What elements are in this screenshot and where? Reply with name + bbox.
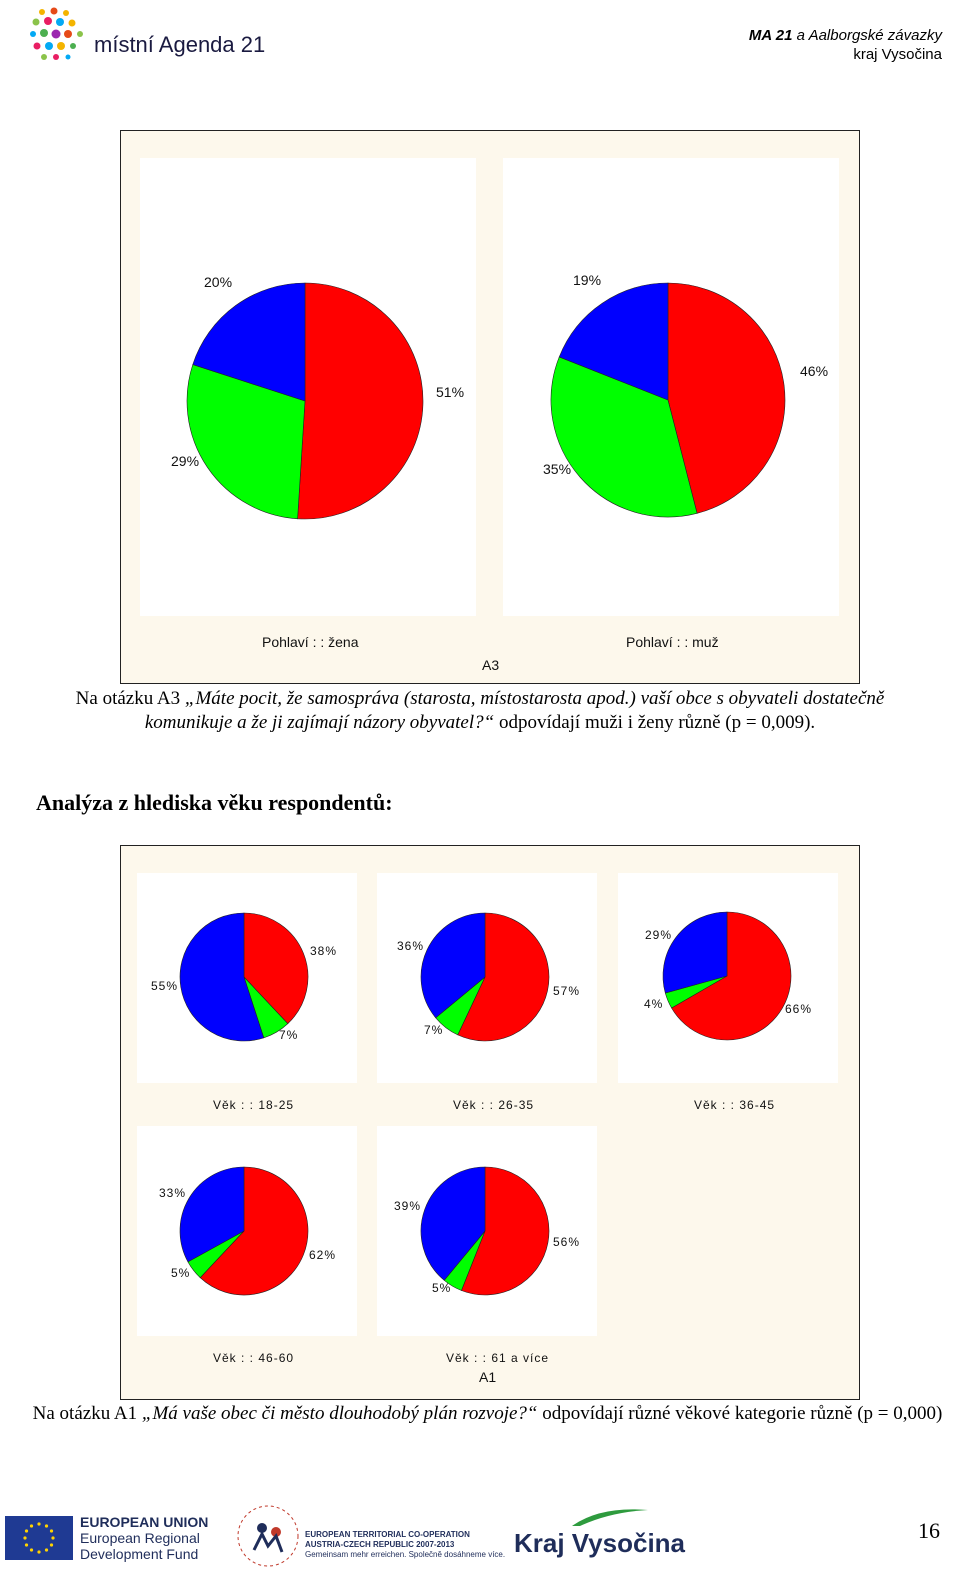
ma21-logo-text: místní Agenda 21 bbox=[94, 32, 266, 57]
para-a3-question: „Máte pocit, že samospráva (starosta, mí… bbox=[144, 688, 885, 733]
pie-bottom-2-slice-0 bbox=[671, 911, 792, 1041]
pie-top-0-slice-0 bbox=[297, 282, 424, 520]
chart-a3-label: A3 bbox=[482, 657, 500, 673]
eu-flag-icon bbox=[5, 1516, 73, 1560]
pie-top-0-slice-2 bbox=[192, 282, 306, 402]
para-a3-prefix: Na otázku A3 bbox=[75, 688, 185, 709]
value-label: 57% bbox=[553, 984, 581, 998]
panel-label-18-25: Věk : : 18-25 bbox=[213, 1098, 295, 1112]
panel-label-61-plus: Věk : : 61 a více bbox=[446, 1351, 550, 1365]
section-heading: Analýza z hlediska věku respondentů: bbox=[36, 790, 393, 815]
value-label: 4% bbox=[644, 997, 664, 1011]
eu-line3: Development Fund bbox=[80, 1546, 199, 1562]
value-label: 33% bbox=[159, 1186, 187, 1200]
etc-line1: EUROPEAN TERRITORIAL CO-OPERATION bbox=[305, 1530, 470, 1539]
panel-label-26-35: Věk : : 26-35 bbox=[453, 1098, 535, 1112]
value-label: 55% bbox=[151, 979, 179, 993]
value-label: 7% bbox=[424, 1023, 444, 1037]
cooperation-logo-icon bbox=[237, 1505, 299, 1567]
pie-bottom-1-slice-0 bbox=[457, 912, 550, 1042]
value-label: 66% bbox=[785, 1002, 813, 1016]
pie-bottom-0-slice-0 bbox=[243, 912, 309, 1025]
page-header: místní Agenda 21 MA 21 a Aalborgské záva… bbox=[0, 0, 960, 70]
pie-bottom-1-slice-2 bbox=[420, 912, 486, 1019]
para-a3-suffix: odpovídají muži i ženy různě (p = 0,009)… bbox=[494, 712, 816, 733]
pie-bottom-3-slice-2 bbox=[179, 1166, 245, 1263]
etc-line3: Gemeinsam mehr erreichen. Společně dosáh… bbox=[305, 1550, 506, 1559]
value-label: 5% bbox=[432, 1281, 452, 1295]
value-label: 19% bbox=[573, 272, 602, 288]
kraj-vysocina-logo-text: Kraj Vysočina bbox=[514, 1528, 686, 1558]
panel-label-muz: Pohlaví : : muž bbox=[626, 634, 719, 650]
chart-a1-frame: 38% 7% 55% 57% 7% 36% 66% 4% 29% 62% 5% … bbox=[120, 845, 860, 1400]
eu-text: EUROPEAN UNION European Regional Develop… bbox=[80, 1514, 208, 1562]
eu-line1: EUROPEAN UNION bbox=[80, 1514, 209, 1530]
value-label: 35% bbox=[543, 461, 572, 477]
page-number: 16 bbox=[918, 1518, 940, 1543]
chart-a1-label: A1 bbox=[479, 1369, 497, 1385]
header-ma21: MA 21 bbox=[748, 27, 793, 44]
chart-a3-svg bbox=[186, 282, 786, 520]
para-a1-suffix: odpovídají různé věkové kategorie různě … bbox=[537, 1403, 943, 1424]
value-label: 38% bbox=[310, 944, 338, 958]
header-region: kraj Vysočina bbox=[853, 46, 942, 63]
chart-a1-svg bbox=[179, 911, 792, 1296]
panel-label-zena: Pohlaví : : žena bbox=[262, 634, 359, 650]
panel-label-46-60: Věk : : 46-60 bbox=[213, 1351, 295, 1365]
value-label: 7% bbox=[279, 1028, 299, 1042]
value-label: 56% bbox=[553, 1235, 581, 1249]
value-label: 39% bbox=[394, 1199, 422, 1213]
pie-bottom-4-slice-0 bbox=[461, 1166, 550, 1296]
pie-bottom-0-slice-2 bbox=[179, 912, 265, 1042]
pie-bottom-3-slice-0 bbox=[199, 1166, 309, 1296]
paragraph-a3: Na otázku A3 „Máte pocit, že samospráva … bbox=[40, 687, 920, 735]
etc-text: EUROPEAN TERRITORIAL CO-OPERATION AUSTRI… bbox=[305, 1530, 505, 1560]
para-a1-prefix: Na otázku A1 bbox=[32, 1403, 142, 1424]
para-a1-question: „Má vaše obec či město dlouhodobý plán r… bbox=[141, 1403, 538, 1424]
ma21-logo-icon bbox=[30, 7, 83, 60]
value-label: 29% bbox=[171, 453, 200, 469]
value-label: 5% bbox=[171, 1266, 191, 1280]
pie-top-1-slice-2 bbox=[558, 282, 669, 401]
pie-top-1-slice-0 bbox=[667, 282, 786, 514]
header-aalborg: a Aalborgské závazky bbox=[792, 27, 942, 44]
value-label: 46% bbox=[800, 363, 829, 379]
etc-line2: AUSTRIA-CZECH REPUBLIC 2007-2013 bbox=[305, 1540, 455, 1549]
header-right: MA 21 a Aalborgské závazky kraj Vysočina bbox=[749, 26, 942, 64]
paragraph-a1: Na otázku A1 „Má vaše obec či město dlou… bbox=[30, 1402, 945, 1426]
pie-top-0-slice-1 bbox=[186, 364, 306, 520]
pie-bottom-2-slice-2 bbox=[662, 911, 728, 994]
value-label: 29% bbox=[645, 928, 673, 942]
panel-label-36-45: Věk : : 36-45 bbox=[694, 1098, 776, 1112]
value-label: 51% bbox=[436, 384, 465, 400]
value-label: 36% bbox=[397, 939, 425, 953]
pie-bottom-4-slice-2 bbox=[420, 1166, 486, 1281]
value-label: 62% bbox=[309, 1248, 337, 1262]
kraj-vysocina-logo-icon bbox=[572, 1509, 648, 1526]
page-footer: EUROPEAN UNION European Regional Develop… bbox=[0, 1500, 960, 1592]
chart-a3-frame: 51% 29% 20% 46% 35% 19% Pohlaví : : žena… bbox=[120, 130, 860, 684]
eu-line2: European Regional bbox=[80, 1530, 200, 1546]
value-label: 20% bbox=[204, 274, 233, 290]
pie-top-1-slice-1 bbox=[550, 356, 698, 518]
